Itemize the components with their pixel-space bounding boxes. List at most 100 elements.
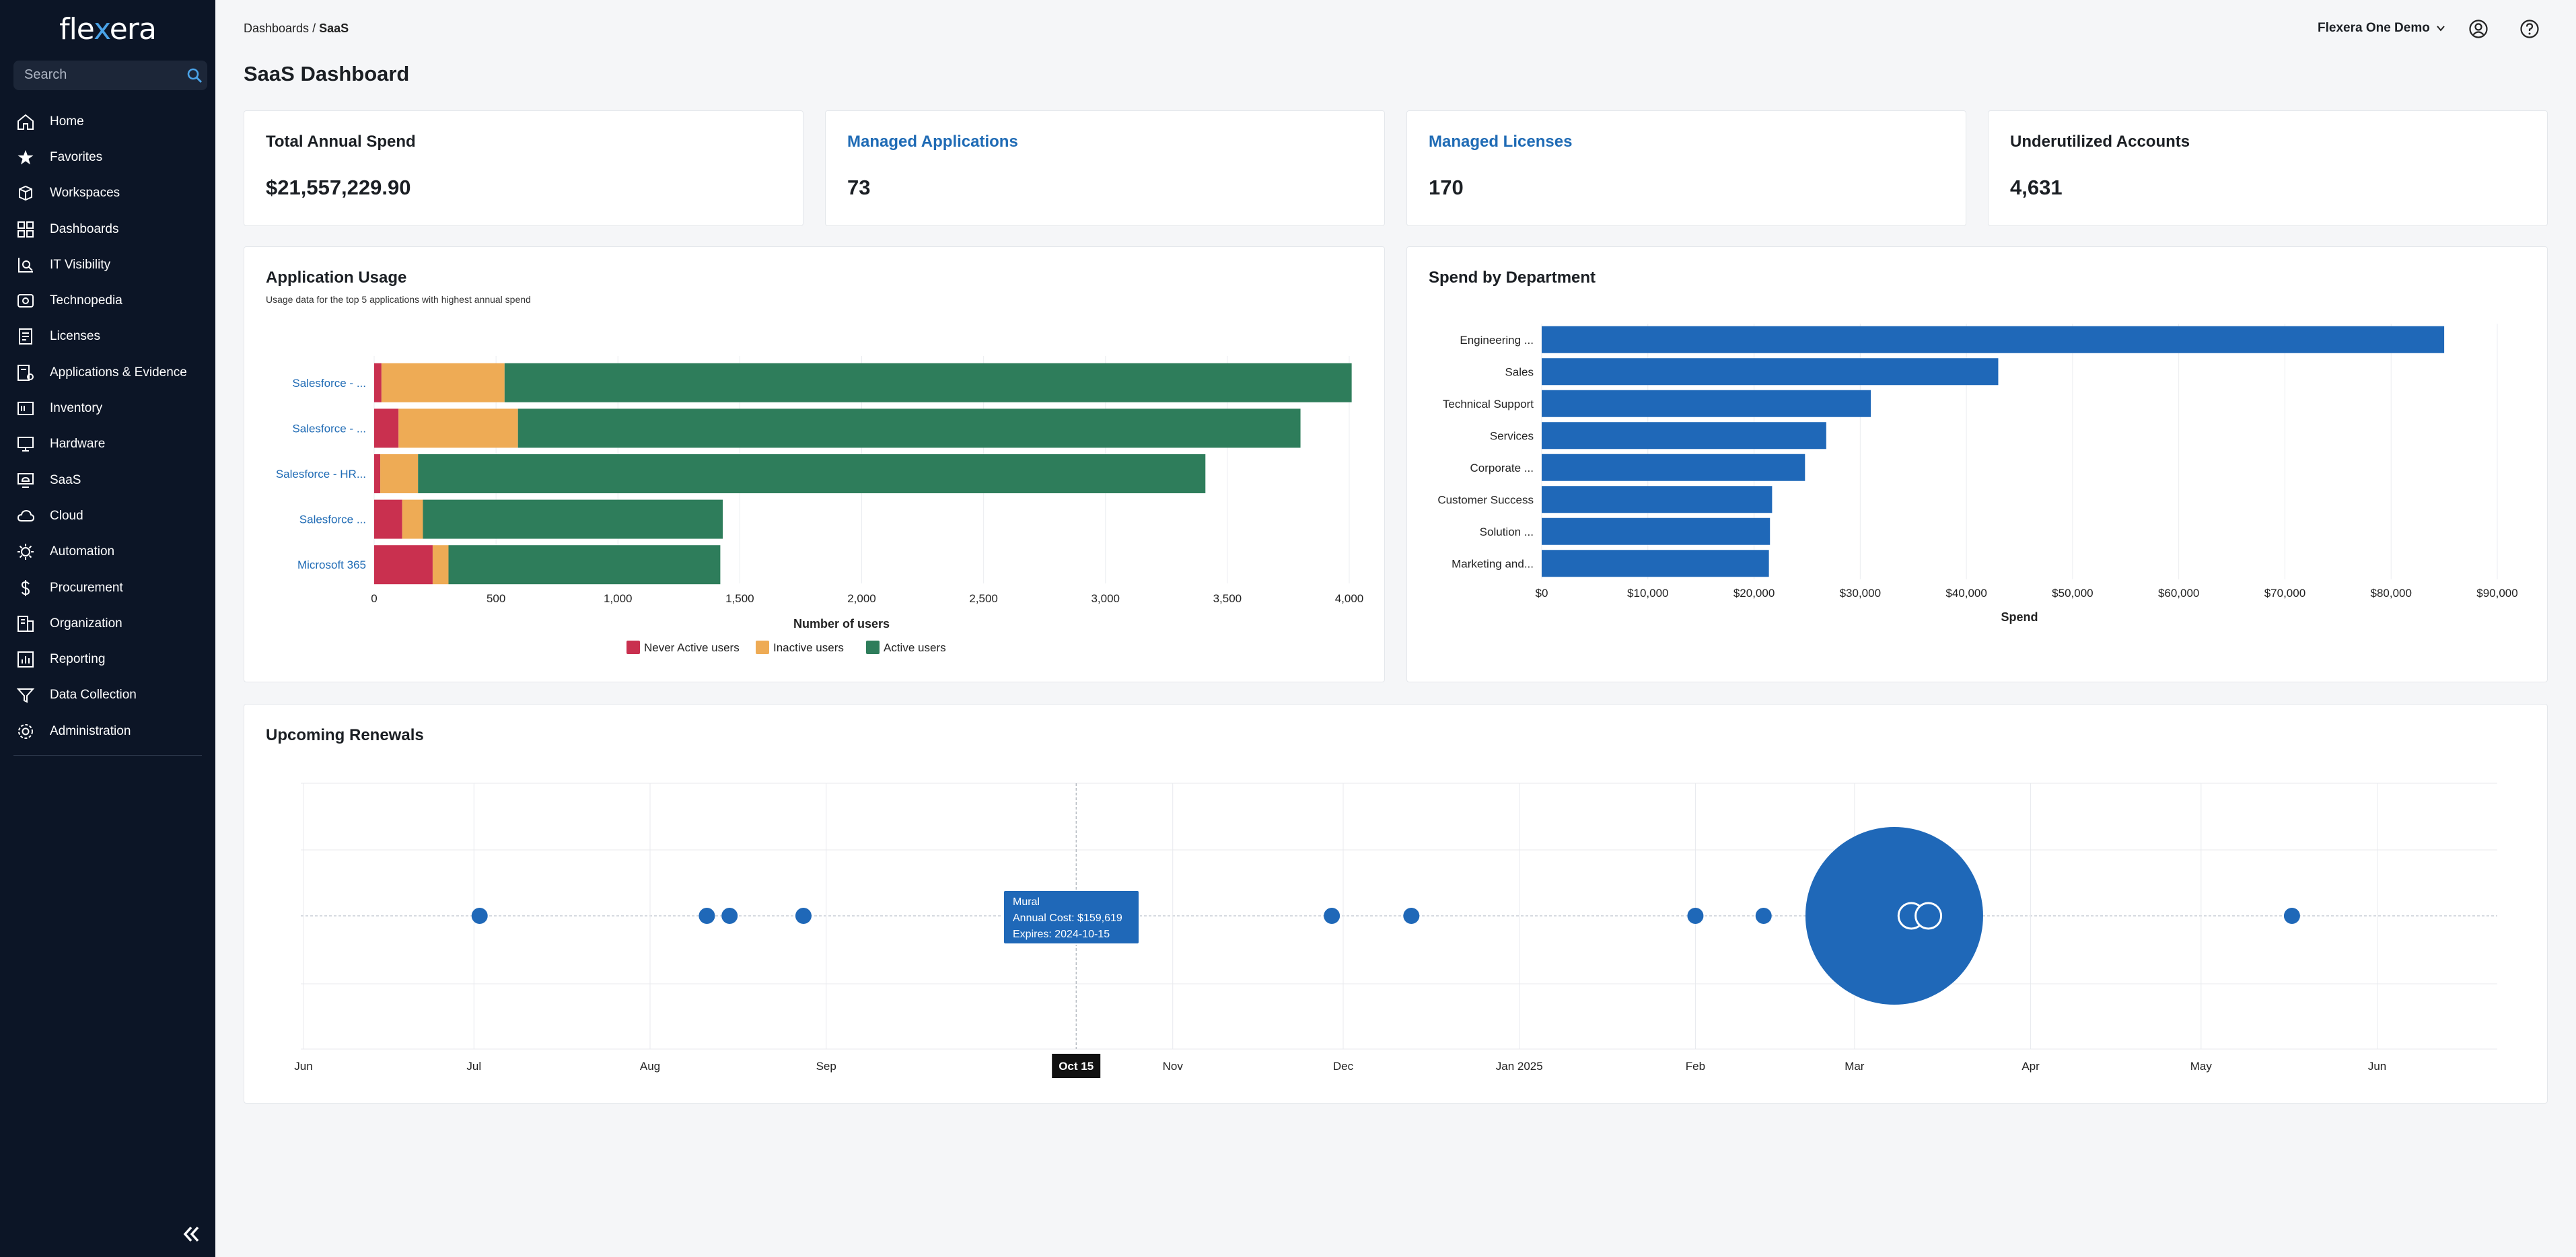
sidebar-item-favorites[interactable]: Favorites [0, 139, 215, 175]
x-tick-label: $40,000 [1945, 587, 1987, 600]
bar [1542, 550, 1769, 577]
bar-active-users [448, 545, 721, 585]
kpi-value: 4,631 [2010, 176, 2063, 199]
kpi-title: Total Annual Spend [266, 133, 416, 151]
home-icon [17, 114, 34, 130]
renewal-point [471, 908, 488, 924]
sidebar-item-dashboards[interactable]: Dashboards [0, 211, 215, 247]
kpi-title-link[interactable]: Managed Licenses [1429, 133, 1573, 151]
x-tick-label: $60,000 [2158, 587, 2199, 600]
sidebar-item-hardware[interactable]: Hardware [0, 427, 215, 462]
x-tick-label: 0 [371, 592, 377, 605]
collapse-sidebar-icon[interactable] [179, 1222, 203, 1246]
y-tick-label: Solution ... [1480, 526, 1534, 538]
help-icon[interactable] [2519, 19, 2540, 39]
sidebar-item-licenses[interactable]: Licenses [0, 319, 215, 355]
kpi-underutilized-accounts: Underutilized Accounts 4,631 [1988, 110, 2548, 226]
breadcrumb-dashboards[interactable]: Dashboards [244, 22, 310, 35]
kpi-value: 73 [847, 176, 871, 199]
sidebar-item-data-collection[interactable]: Data Collection [0, 678, 215, 713]
search-placeholder: Search [24, 67, 67, 82]
kpi-title: Underutilized Accounts [2010, 133, 2190, 151]
card-subtitle: Usage data for the top 5 applications wi… [266, 294, 531, 305]
search-input[interactable]: Search [13, 61, 207, 90]
application-usage-card: Application Usage Usage data for the top… [244, 246, 1385, 682]
bar-active-users [504, 363, 1352, 402]
kpi-title-link[interactable]: Managed Applications [847, 133, 1018, 151]
bar-inactive-users [402, 499, 423, 539]
renewal-point [795, 908, 812, 924]
x-tick-label: $0 [1536, 587, 1548, 600]
sidebar-item-label: Cloud [50, 508, 83, 523]
x-tick-label: Apr [2022, 1060, 2040, 1073]
x-tick-label: Aug [640, 1060, 660, 1073]
y-tick-label: Customer Success [1437, 493, 1534, 506]
renewal-point [721, 908, 738, 924]
x-tick-label: $10,000 [1627, 587, 1668, 600]
sidebar-item-label: Organization [50, 616, 122, 631]
sidebar-item-label: Automation [50, 544, 115, 559]
bar-inactive-users [380, 454, 419, 493]
sidebar-item-technopedia[interactable]: Technopedia [0, 283, 215, 318]
sidebar-item-applications-evidence[interactable]: Applications & Evidence [0, 355, 215, 390]
licenses-icon [19, 328, 32, 345]
sidebar-item-workspaces[interactable]: Workspaces [0, 176, 215, 211]
breadcrumb-separator: / [309, 22, 320, 35]
dashboards-icon [17, 221, 34, 238]
x-tick-label: 3,500 [1213, 592, 1242, 605]
y-tick-label: Salesforce - ... [292, 377, 366, 390]
applications-icon [17, 364, 34, 381]
legend-label: Inactive users [773, 641, 844, 654]
tooltip-cost: Annual Cost: $159,619 [1013, 912, 1122, 924]
page-title: SaaS Dashboard [244, 62, 410, 85]
y-tick-label: Sales [1505, 365, 1534, 378]
sidebar-item-label: Home [50, 114, 84, 129]
bar-never-active-users [374, 363, 382, 402]
gear-icon [18, 723, 33, 739]
bar-never-active-users [374, 408, 399, 448]
sidebar-item-label: Inventory [50, 401, 103, 416]
card-title: Application Usage [266, 268, 407, 287]
sidebar-item-organization[interactable]: Organization [0, 606, 215, 641]
renewal-point [1687, 908, 1704, 924]
sidebar-item-label: Licenses [50, 329, 100, 344]
bar-inactive-users [432, 545, 449, 585]
search-icon[interactable] [186, 67, 203, 84]
x-axis-label: Number of users [793, 617, 890, 631]
legend-swatch [866, 641, 880, 654]
sidebar-item-home[interactable]: Home [0, 104, 215, 139]
sidebar-item-reporting[interactable]: Reporting [0, 641, 215, 677]
automation-icon [17, 544, 34, 561]
y-tick-label: Services [1490, 429, 1534, 442]
reporting-icon [17, 651, 34, 668]
x-tick-label: $30,000 [1840, 587, 1881, 600]
breadcrumb: Dashboards / SaaS [244, 22, 349, 36]
it-visibility-icon [18, 257, 33, 273]
user-account-icon[interactable] [2468, 19, 2489, 39]
saas-icon [17, 472, 34, 488]
org-switcher[interactable]: Flexera One Demo [2318, 21, 2446, 36]
x-tick-label: Jan 2025 [1496, 1060, 1543, 1073]
sidebar-item-inventory[interactable]: Inventory [0, 390, 215, 426]
x-tick-label: 3,000 [1091, 592, 1120, 605]
renewal-point [1324, 908, 1340, 924]
kpi-value: 170 [1429, 176, 1464, 199]
bar [1542, 422, 1826, 450]
sidebar-item-saas[interactable]: SaaS [0, 462, 215, 498]
bar [1542, 486, 1773, 513]
sidebar-item-procurement[interactable]: Procurement [0, 570, 215, 606]
sidebar-item-automation[interactable]: Automation [0, 534, 215, 570]
inventory-icon [17, 402, 34, 416]
sidebar-item-administration[interactable]: Administration [0, 713, 215, 749]
kpi-value: $21,557,229.90 [266, 176, 411, 199]
x-tick-label: $20,000 [1733, 587, 1775, 600]
card-title: Upcoming Renewals [266, 726, 424, 744]
x-tick-label: 1,000 [604, 592, 633, 605]
y-tick-label: Salesforce - HR... [276, 468, 366, 480]
flexera-logo[interactable]: flexera [59, 12, 157, 46]
upcoming-renewals-card: Upcoming Renewals Jun Jul Aug Sep Oct 15 Nov D… [244, 704, 2548, 1104]
sidebar-item-cloud[interactable]: Cloud [0, 498, 215, 534]
kpi-total-annual-spend: Total Annual Spend $21,557,229.90 [244, 110, 803, 226]
x-tick-label: Feb [1686, 1060, 1705, 1073]
sidebar-item-it-visibility[interactable]: IT Visibility [0, 247, 215, 283]
